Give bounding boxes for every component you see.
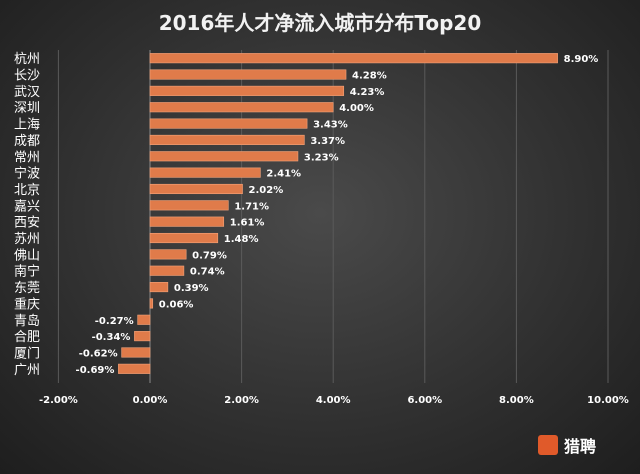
data-label: 0.74% <box>190 267 225 278</box>
category-label: 常州 <box>14 150 40 165</box>
x-axis-ticks: -2.00% 0.00% 2.00% 4.00% 6.00% 8.00% 10.00% <box>39 395 629 406</box>
data-label: -0.62% <box>79 348 118 359</box>
category-label: 上海 <box>14 118 40 133</box>
category-label: 嘉兴 <box>14 199 40 214</box>
data-label: 0.06% <box>159 299 194 310</box>
data-label: 3.37% <box>310 136 345 147</box>
data-label: 0.79% <box>192 250 227 261</box>
bar <box>149 265 185 276</box>
bar <box>149 167 261 178</box>
bar <box>121 347 151 358</box>
bar <box>149 298 154 309</box>
bars <box>118 53 558 374</box>
data-label: 0.39% <box>174 283 209 294</box>
category-label: 青岛 <box>14 313 40 329</box>
category-label: 东莞 <box>14 281 40 296</box>
data-label: 1.71% <box>234 201 269 212</box>
bar <box>149 134 305 145</box>
bar <box>149 69 347 80</box>
data-label: -0.27% <box>95 316 134 327</box>
category-label: 西安 <box>14 216 40 231</box>
x-tick-label: 8.00% <box>499 395 534 406</box>
data-label: 3.43% <box>313 120 348 131</box>
category-label: 苏州 <box>14 231 40 247</box>
bar <box>149 151 299 162</box>
bar <box>149 200 229 211</box>
category-label: 重庆 <box>14 296 40 312</box>
x-tick-label: 0.00% <box>133 395 168 406</box>
category-label: 佛山 <box>14 248 40 263</box>
x-tick-label: 4.00% <box>316 395 351 406</box>
x-tick-label: -2.00% <box>39 395 78 406</box>
category-label: 广州 <box>14 363 40 378</box>
data-label: 8.90% <box>564 54 599 65</box>
bar <box>149 102 334 113</box>
data-label: 2.02% <box>249 185 284 196</box>
bar <box>137 314 151 325</box>
category-label: 宁波 <box>14 166 40 182</box>
data-label: 4.28% <box>352 71 387 82</box>
bar <box>149 249 187 260</box>
category-label: 厦门 <box>14 346 40 361</box>
category-label: 武汉 <box>14 85 40 100</box>
data-label: 1.61% <box>230 218 265 229</box>
category-label: 深圳 <box>14 101 40 116</box>
bar <box>134 331 151 342</box>
data-label: 4.00% <box>339 103 374 114</box>
watermark-logo: 猎聘 <box>538 435 596 456</box>
data-label: -0.34% <box>92 332 131 343</box>
bar <box>118 363 151 374</box>
data-label: -0.69% <box>76 365 115 376</box>
category-label: 南宁 <box>14 264 40 280</box>
category-label: 北京 <box>14 183 40 198</box>
bar <box>149 232 219 244</box>
bar <box>149 282 169 293</box>
bar <box>149 53 558 64</box>
category-label: 合肥 <box>14 330 40 345</box>
data-label: 1.48% <box>224 234 259 245</box>
bar <box>149 216 225 227</box>
x-tick-label: 6.00% <box>407 395 442 406</box>
logo-mark <box>538 435 558 455</box>
category-label: 成都 <box>14 134 40 149</box>
value-labels: 8.90% 4.28% 4.23% 4.00% 3.43% 3.37% 3.23%2.41%… <box>76 54 599 376</box>
data-label: 3.23% <box>304 152 339 163</box>
bar <box>149 183 243 195</box>
chart-title: 2016年人才净流入城市分布Top20 <box>159 11 482 35</box>
watermark-text: 猎聘 <box>564 437 596 456</box>
x-tick-label: 2.00% <box>224 395 259 406</box>
x-tick-label: 10.00% <box>587 395 629 406</box>
bar <box>149 118 308 129</box>
bar <box>149 85 345 96</box>
data-label: 4.23% <box>350 87 385 98</box>
category-label: 杭州 <box>14 52 40 67</box>
data-label: 2.41% <box>266 169 301 180</box>
category-label: 长沙 <box>14 69 40 84</box>
